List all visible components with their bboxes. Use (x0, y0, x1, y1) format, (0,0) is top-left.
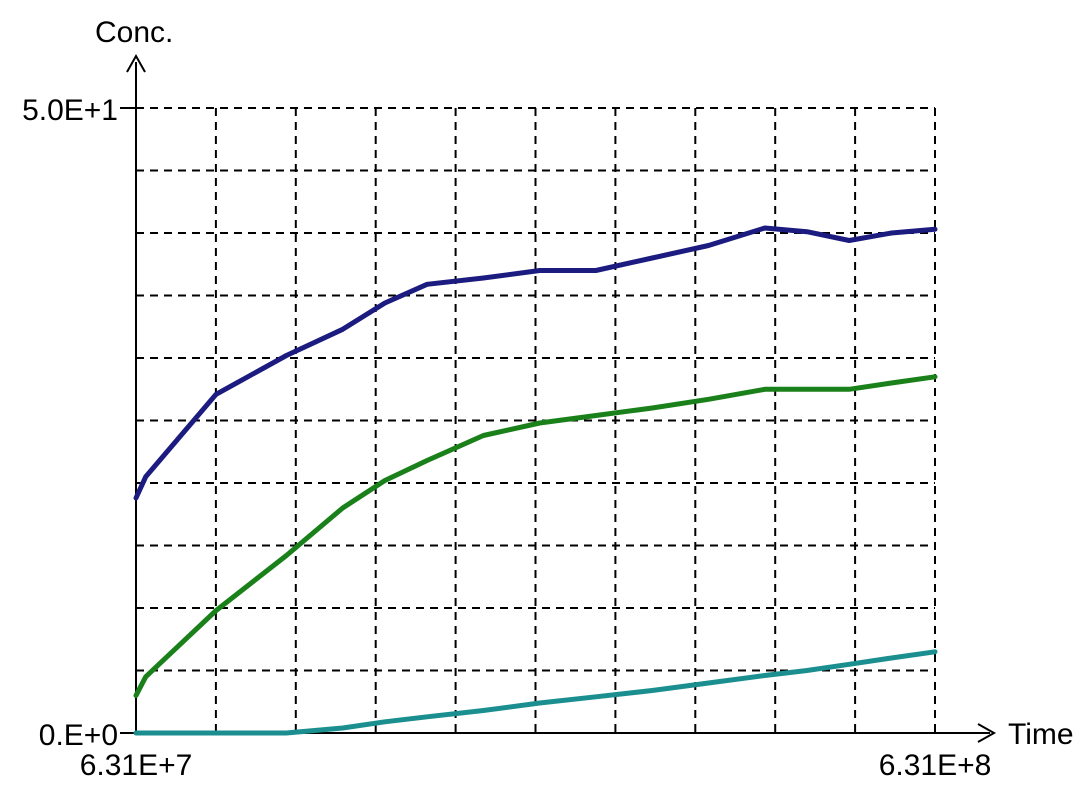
x-tick-label-max: 6.31E+8 (879, 749, 992, 782)
series-layer (133, 225, 938, 736)
grid (136, 107, 936, 733)
y-axis-label: Conc. (95, 16, 173, 49)
series-line-1 (133, 225, 938, 501)
axes (120, 53, 997, 743)
series-line-2 (133, 374, 938, 698)
x-axis-label: Time (1008, 718, 1074, 751)
y-axis-arrow (126, 53, 146, 73)
x-axis-arrow (977, 723, 997, 743)
y-tick-label-min: 0.E+0 (39, 719, 118, 752)
y-tick-label-max: 5.0E+1 (22, 94, 118, 127)
series-line-3 (133, 649, 938, 736)
x-tick-label-min: 6.31E+7 (80, 749, 193, 782)
